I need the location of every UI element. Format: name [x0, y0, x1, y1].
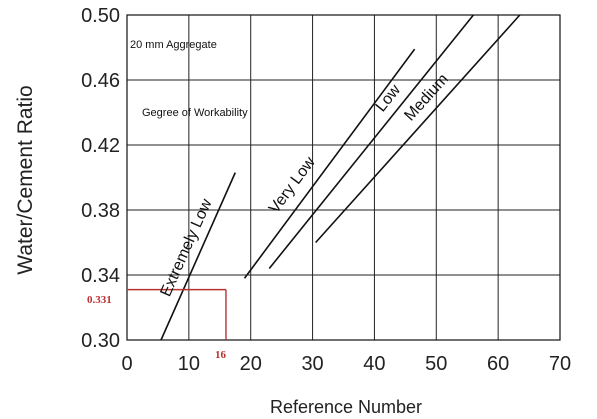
plot-frame — [126, 14, 561, 341]
y-tick-label-2: 0.38 — [81, 200, 120, 222]
note-aggregate: 20 mm Aggregate — [130, 39, 217, 51]
series-line-2 — [268, 14, 475, 270]
x-axis-title: Reference Number — [270, 397, 422, 417]
series-line-0 — [160, 172, 236, 341]
x-tick-label-5: 50 — [425, 353, 447, 375]
y-axis-title: Water/Cement Ratio — [14, 85, 37, 274]
x-tick-label-3: 30 — [301, 353, 323, 375]
y-tick-label-1: 0.34 — [81, 265, 120, 287]
series-label-3: Medium — [401, 71, 452, 125]
note-workability: Gegree of Workability — [142, 107, 248, 119]
y-tick-labels: 0.30 0.34 0.38 0.42 0.46 0.50 — [81, 5, 120, 352]
y-tick-label-0: 0.30 — [81, 330, 120, 352]
x-tick-label-2: 20 — [240, 353, 262, 375]
marker-x-label: 16 — [215, 349, 227, 361]
x-tick-label-1: 10 — [178, 353, 200, 375]
y-tick-label-3: 0.42 — [81, 135, 120, 157]
series-line-3 — [315, 14, 521, 244]
x-tick-label-4: 40 — [363, 353, 385, 375]
x-tick-label-6: 60 — [487, 353, 509, 375]
series-label-1: Very Low — [266, 154, 319, 217]
marker-y-label: 0.331 — [87, 294, 112, 306]
x-tick-label-0: 0 — [121, 353, 132, 375]
curves — [160, 14, 521, 341]
y-tick-label-4: 0.46 — [81, 70, 120, 92]
x-tick-label-7: 70 — [549, 353, 571, 375]
y-tick-label-5: 0.50 — [81, 5, 120, 27]
x-tick-labels: 0 10 20 30 40 50 60 70 — [121, 353, 571, 375]
series-line-1 — [243, 48, 416, 279]
series-label-2: Low — [373, 81, 405, 115]
marker-lines — [127, 288, 227, 340]
